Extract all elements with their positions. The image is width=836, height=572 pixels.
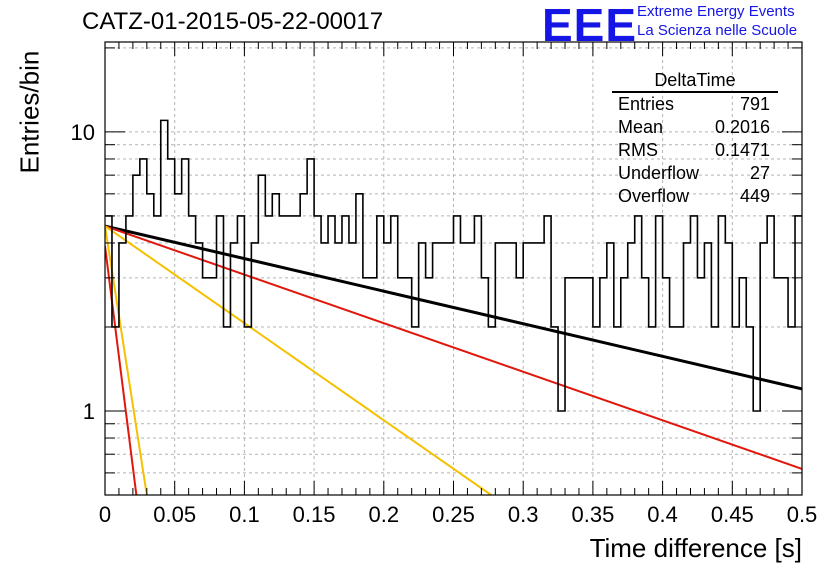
x-tick-label: 0.25	[432, 502, 475, 527]
x-tick-label: 0.2	[369, 502, 400, 527]
eee-logo: EEE	[542, 0, 638, 51]
x-tick-label: 0	[99, 502, 111, 527]
x-tick-label: 0.1	[229, 502, 260, 527]
x-tick-label: 0.35	[571, 502, 614, 527]
brand-line-2: La Scienza nelle Scuole	[637, 22, 798, 39]
stats-value: 449	[739, 186, 770, 206]
stats-value: 0.1471	[714, 140, 770, 160]
axis-ticks	[104, 42, 803, 495]
stats-label: Mean	[618, 117, 664, 137]
stats-row: Overflow 449	[612, 185, 778, 208]
histogram	[105, 119, 802, 412]
stats-box: DeltaTime Entries 791 Mean 0.2016 RMS 0.147…	[612, 70, 778, 208]
stats-value: 791	[739, 94, 770, 114]
fit-line	[105, 225, 802, 470]
stats-label: RMS	[618, 140, 658, 160]
fit-line	[105, 245, 138, 495]
stats-label: Underflow	[618, 163, 700, 183]
x-tick-label: 0.15	[293, 502, 336, 527]
x-tick-labels: 0 0.05 0.1 0.15 0.2 0.25 0.3 0.35 0.4 0.45 0.5	[99, 502, 817, 527]
chart-title: CATZ-01-2015-05-22-00017	[82, 8, 384, 35]
stats-row: RMS 0.1471	[612, 139, 778, 162]
stats-row: Underflow 27	[612, 162, 778, 185]
histogram-outline	[105, 119, 802, 412]
y-tick-label: 1	[83, 399, 95, 424]
x-tick-label: 0.5	[787, 502, 818, 527]
stats-label: Overflow	[618, 186, 690, 206]
stats-value: 0.2016	[714, 117, 770, 137]
stats-title: DeltaTime	[612, 70, 778, 93]
x-tick-label: 0.05	[153, 502, 196, 527]
stats-row: Mean 0.2016	[612, 116, 778, 139]
y-tick-label: 10	[71, 120, 95, 145]
x-tick-label: 0.45	[711, 502, 754, 527]
x-axis-label: Time difference [s]	[589, 533, 802, 563]
y-tick-labels: 1 10	[71, 120, 95, 424]
y-axis-label: Entries/bin	[14, 50, 45, 174]
brand-line-1: Extreme Energy Events	[637, 3, 795, 20]
stats-row: Entries 791	[612, 93, 778, 116]
fit-lines	[105, 224, 802, 495]
x-tick-label: 0.4	[647, 502, 678, 527]
stats-value: 27	[749, 163, 770, 183]
fit-line	[105, 225, 492, 495]
x-tick-label: 0.3	[508, 502, 539, 527]
fit-line	[105, 224, 802, 391]
stats-label: Entries	[618, 94, 675, 114]
